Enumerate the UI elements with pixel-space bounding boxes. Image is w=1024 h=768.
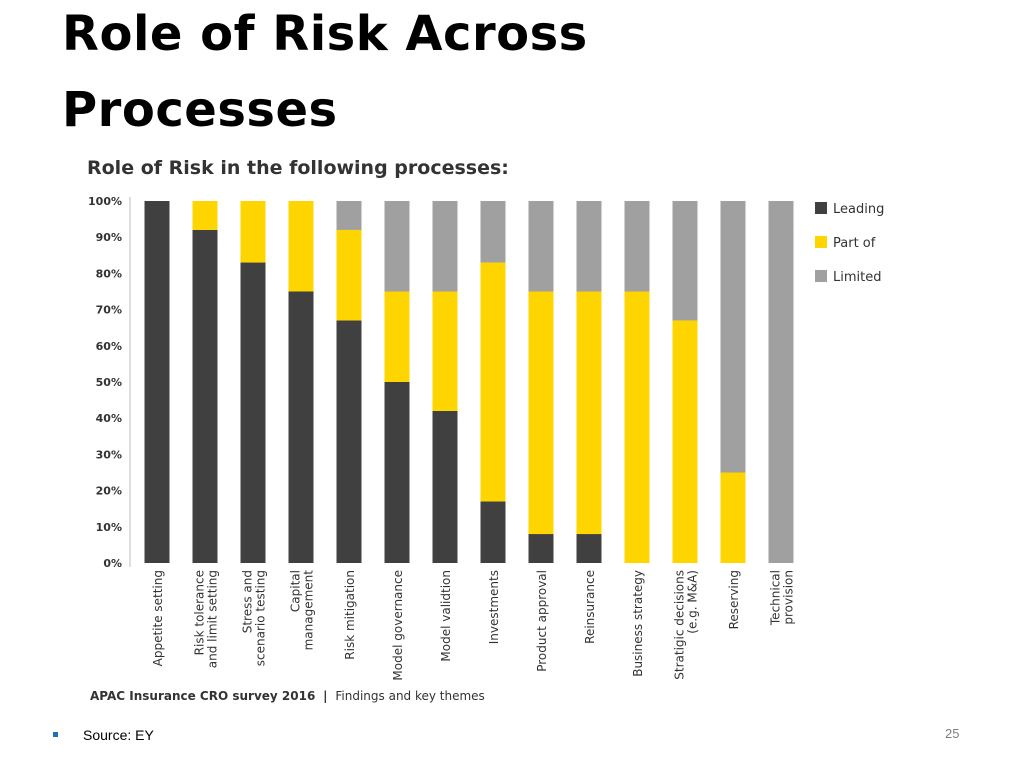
x-tick-label: Reserving (727, 570, 741, 629)
legend-label: Limited (833, 270, 881, 285)
footer-subtitle: Findings and key themes (335, 689, 485, 703)
x-tick-label: provision (782, 570, 796, 625)
bar-segment-part-of (480, 262, 506, 502)
footer-separator: | (323, 689, 328, 703)
x-tick-label: Investments (487, 570, 501, 644)
bar-segment-part-of (432, 291, 458, 411)
y-tick-label: 10% (96, 521, 122, 534)
y-tick-label: 40% (96, 412, 122, 425)
bar-segment-leading (192, 229, 218, 563)
bar-segment-limited (480, 201, 506, 263)
x-tick-label: Risk tolerance (193, 570, 207, 655)
bar-segment-part-of (672, 320, 698, 563)
y-tick-label: 60% (96, 340, 122, 353)
bar-segment-part-of (720, 472, 746, 563)
bar-segment-leading (480, 501, 506, 563)
legend-swatch (815, 236, 827, 248)
y-tick-label: 50% (96, 376, 122, 389)
bar-segment-part-of (576, 291, 602, 535)
slide-title: Role of Risk Across Processes (62, 6, 588, 138)
y-tick-label: 90% (96, 231, 122, 244)
chart-title: Role of Risk in the following processes: (87, 157, 509, 179)
x-tick-label: and limit setting (206, 570, 220, 668)
bar-segment-leading (288, 291, 314, 563)
x-tick-label: Product approval (535, 570, 549, 672)
bar-segment-part-of (192, 201, 218, 230)
bar-segment-leading (240, 262, 266, 563)
legend-label: Leading (833, 202, 884, 217)
bar-segment-limited (672, 201, 698, 321)
x-tick-label: management (302, 570, 316, 651)
x-tick-label: Reinsurance (583, 570, 597, 644)
bar-segment-limited (336, 201, 362, 230)
bar-segment-part-of (240, 201, 266, 263)
x-tick-label: Risk mitigation (343, 570, 357, 660)
y-tick-label: 20% (96, 485, 122, 498)
bar-segment-leading (144, 201, 170, 563)
legend-swatch (815, 270, 827, 282)
bar-segment-limited (768, 201, 794, 563)
stacked-bar-chart: 0% 10% 20% 30% 40% 50% 60% 70% 80% 90% 100% Appeti… (88, 195, 884, 681)
x-tick-label: scenario testing (254, 570, 268, 666)
bar-segment-part-of (528, 291, 554, 535)
source-note: Source: EY (83, 727, 154, 743)
chart-footer: APAC Insurance CRO survey 2016 | Finding… (90, 689, 485, 703)
x-tick-label: Appetite setting (151, 570, 165, 666)
bar-segment-leading (336, 320, 362, 563)
y-tick-label: 0% (103, 557, 122, 570)
bar-segment-limited (528, 201, 554, 292)
bar-segment-leading (528, 534, 554, 563)
y-tick-label: 100% (88, 195, 122, 208)
x-tick-label: Model validtion (439, 570, 453, 662)
bar-segment-part-of (336, 229, 362, 321)
bar-segment-limited (432, 201, 458, 292)
y-tick-label: 30% (96, 448, 122, 461)
bar-segment-limited (576, 201, 602, 292)
bar-segment-limited (384, 201, 410, 292)
x-tick-label: Stratigic decisions (673, 570, 687, 680)
footer-survey: APAC Insurance CRO survey 2016 (90, 689, 316, 703)
x-tick-label: (e.g. M&A) (686, 570, 700, 634)
bar-segment-limited (720, 201, 746, 473)
legend-label: Part of (833, 236, 876, 251)
y-tick-label: 80% (96, 267, 122, 280)
bar-segment-leading (384, 382, 410, 563)
bar-segment-part-of (288, 201, 314, 292)
y-tick-label: 70% (96, 304, 122, 317)
x-tick-label: Capital (289, 570, 303, 612)
bullet-icon (53, 732, 58, 737)
x-tick-label: Model governance (391, 570, 405, 681)
bar-segment-part-of (384, 291, 410, 382)
x-tick-label: Business strategy (631, 570, 645, 677)
bar-segment-limited (624, 201, 650, 292)
bar-segment-part-of (624, 291, 650, 563)
page-number: 25 (945, 726, 960, 741)
legend-swatch (815, 202, 827, 214)
x-tick-label: Stress and (241, 570, 255, 633)
x-tick-label: Technical (769, 570, 783, 626)
bar-segment-leading (432, 410, 458, 563)
bar-segment-leading (576, 534, 602, 563)
